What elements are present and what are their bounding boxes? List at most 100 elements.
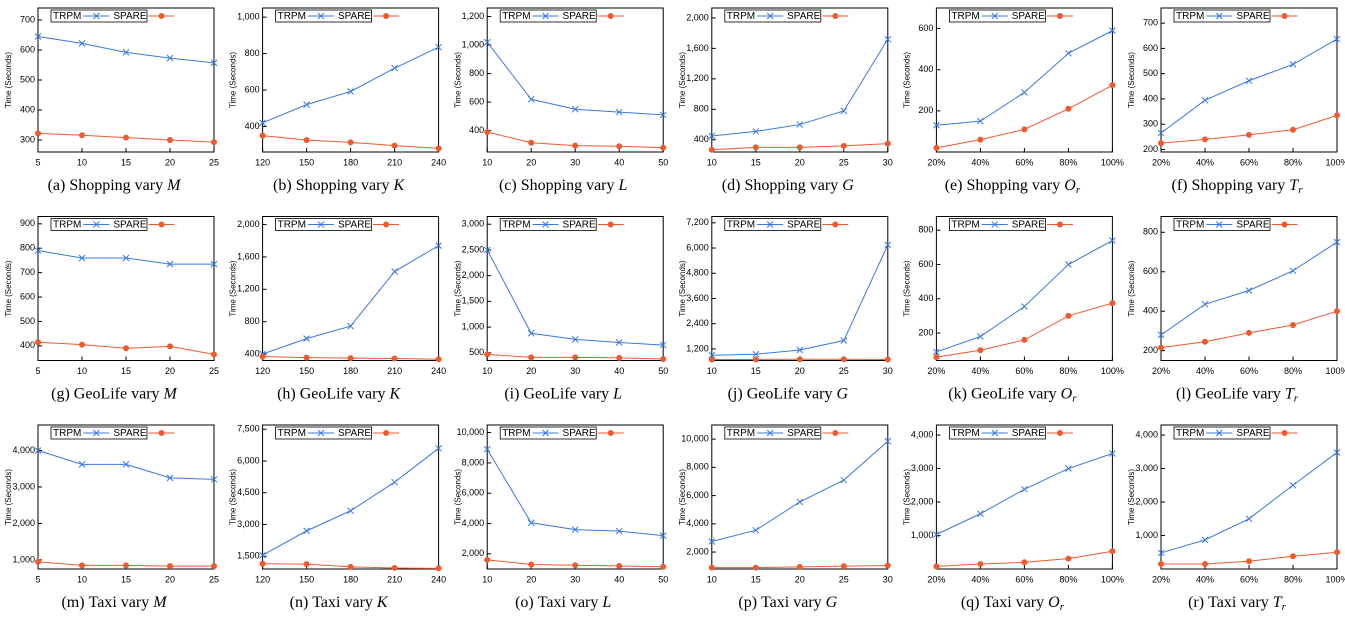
y-tick-label: 7,500 bbox=[237, 424, 260, 434]
caption-label: (k) bbox=[948, 385, 967, 402]
point bbox=[572, 562, 579, 569]
point bbox=[977, 560, 984, 567]
y-tick-label: 200 bbox=[918, 105, 933, 115]
x-tick-label: 5 bbox=[35, 157, 40, 167]
y-tick-label: 400 bbox=[245, 121, 260, 131]
plot-frame bbox=[1160, 424, 1338, 570]
x-tick-label: 20% bbox=[1152, 366, 1170, 376]
point bbox=[1157, 549, 1165, 557]
plot-frame bbox=[262, 424, 440, 570]
plot-frame bbox=[711, 216, 889, 361]
x-tick-label: 20 bbox=[165, 157, 175, 167]
caption-variable: O bbox=[1061, 385, 1073, 402]
y-tick-label: 400 bbox=[918, 64, 933, 74]
y-tick-label: 500 bbox=[1143, 68, 1158, 78]
y-axis-label: Time (Seconds) bbox=[229, 52, 238, 109]
caption-label: (c) bbox=[499, 177, 517, 194]
y-tick-label: 900 bbox=[20, 218, 35, 228]
x-tick-label: 180 bbox=[343, 157, 358, 167]
point bbox=[1334, 112, 1340, 119]
y-tick-label: 400 bbox=[469, 125, 484, 135]
caption: (d) Shopping vary G bbox=[722, 177, 854, 194]
x-tick-label: 10 bbox=[77, 157, 87, 167]
x-tick-label: 100% bbox=[1325, 157, 1345, 167]
point bbox=[933, 354, 940, 361]
point bbox=[660, 355, 667, 362]
point bbox=[1109, 300, 1116, 307]
point bbox=[1021, 559, 1028, 566]
caption-variable: K bbox=[376, 594, 389, 611]
x-tick-label: 10 bbox=[707, 574, 717, 584]
y-tick-label: 600 bbox=[245, 84, 260, 94]
y-tick-label: 400 bbox=[1143, 306, 1158, 316]
point bbox=[708, 356, 715, 363]
point bbox=[977, 136, 984, 143]
caption-label: (p) bbox=[738, 594, 757, 611]
point bbox=[35, 130, 41, 137]
x-tick-label: 25 bbox=[209, 366, 219, 376]
legend-marker bbox=[766, 221, 774, 228]
x-tick-label: 30 bbox=[570, 157, 580, 167]
y-axis-label: Time (Seconds) bbox=[678, 260, 687, 317]
x-tick-label: 150 bbox=[299, 157, 314, 167]
y-tick-label: 600 bbox=[20, 291, 35, 301]
point bbox=[347, 355, 354, 362]
plot-frame bbox=[1160, 7, 1338, 153]
x-tick-label: 40% bbox=[971, 157, 989, 167]
legend-marker bbox=[1056, 13, 1063, 19]
legend-label: SPARE bbox=[1236, 11, 1269, 22]
y-tick-label: 2,500 bbox=[462, 244, 485, 254]
caption-subscript: r bbox=[1298, 184, 1303, 196]
x-tick-label: 210 bbox=[387, 574, 402, 584]
legend-label: SPARE bbox=[787, 428, 820, 439]
point bbox=[1290, 321, 1296, 328]
legend-label: SPARE bbox=[1012, 220, 1045, 231]
x-tick-label: 60% bbox=[1015, 366, 1033, 376]
x-tick-label: 240 bbox=[431, 157, 446, 167]
caption-label: (h) bbox=[277, 385, 296, 402]
x-tick-label: 20 bbox=[165, 366, 175, 376]
legend-label: TRPM bbox=[727, 11, 755, 22]
x-tick-label: 5 bbox=[35, 366, 40, 376]
point bbox=[1246, 131, 1252, 138]
y-tick-label: 400 bbox=[694, 134, 709, 144]
x-tick-label: 50 bbox=[658, 366, 668, 376]
x-tick-label: 60% bbox=[1240, 366, 1258, 376]
legend-label: TRPM bbox=[502, 220, 530, 231]
point bbox=[884, 356, 891, 363]
series-line bbox=[711, 38, 889, 137]
y-tick-label: 600 bbox=[918, 23, 933, 33]
x-tick-label: 80% bbox=[1284, 157, 1302, 167]
point bbox=[840, 476, 848, 484]
x-tick-label: 20 bbox=[526, 574, 536, 584]
point bbox=[79, 132, 85, 139]
x-tick-label: 30 bbox=[883, 574, 893, 584]
point bbox=[659, 341, 667, 349]
y-axis-label: Time (Seconds) bbox=[1127, 52, 1136, 109]
x-tick-label: 30 bbox=[570, 574, 580, 584]
y-tick-label: 8,000 bbox=[462, 457, 485, 467]
caption-label: (j) bbox=[728, 385, 743, 402]
y-axis-label: Time (Seconds) bbox=[1127, 469, 1136, 526]
chart-panel: 400 600 800 1,000 1,200 10 20 30 40 50 Time (Secon… bbox=[453, 7, 668, 194]
y-tick-label: 600 bbox=[469, 96, 484, 106]
caption: (m) Taxi vary M bbox=[61, 594, 168, 611]
point bbox=[303, 137, 310, 144]
caption: (e) Shopping vary Or bbox=[945, 177, 1081, 196]
point bbox=[752, 128, 760, 135]
point bbox=[210, 260, 218, 268]
caption-label: (n) bbox=[290, 594, 309, 611]
caption: (n) Taxi vary K bbox=[290, 594, 389, 611]
y-tick-label: 4,000 bbox=[911, 429, 934, 439]
series-line bbox=[262, 46, 439, 124]
point bbox=[259, 119, 266, 127]
point bbox=[167, 137, 173, 143]
y-tick-label: 4,000 bbox=[462, 518, 485, 528]
y-tick-label: 1,200 bbox=[686, 73, 709, 83]
y-tick-label: 6,000 bbox=[686, 490, 709, 500]
legend-label: SPARE bbox=[113, 428, 146, 439]
legend-label: TRPM bbox=[53, 11, 81, 22]
legend-label: SPARE bbox=[563, 428, 596, 439]
series-line bbox=[936, 302, 1113, 358]
